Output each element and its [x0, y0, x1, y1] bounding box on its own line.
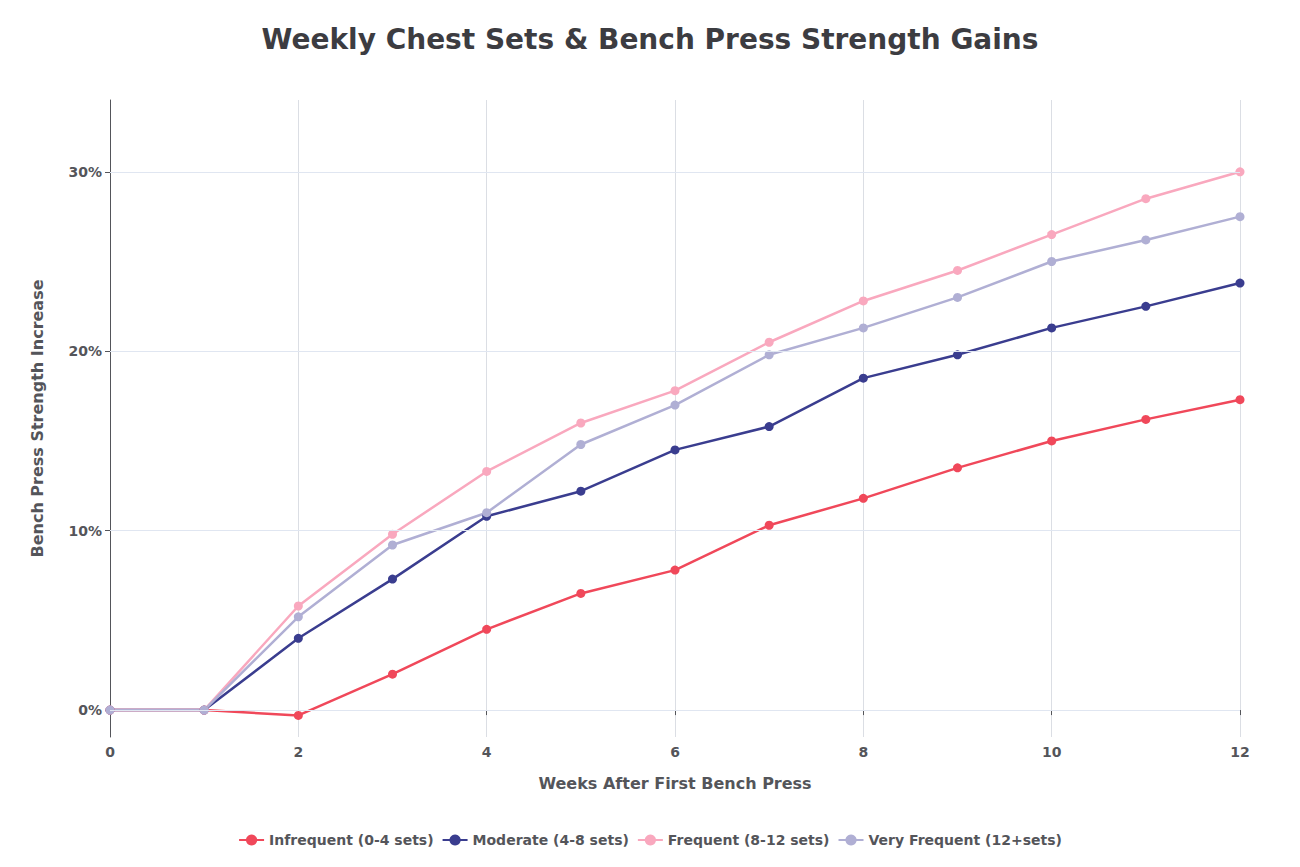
svg-text:12: 12 [1230, 744, 1249, 760]
svg-text:10: 10 [1042, 744, 1062, 760]
svg-text:2: 2 [293, 744, 303, 760]
svg-text:8: 8 [858, 744, 868, 760]
svg-text:6: 6 [670, 744, 680, 760]
svg-text:Very Frequent (12+sets): Very Frequent (12+sets) [869, 832, 1062, 848]
svg-text:20%: 20% [68, 343, 102, 359]
svg-text:4: 4 [482, 744, 492, 760]
svg-text:Bench Press Strength Increase: Bench Press Strength Increase [28, 279, 47, 557]
svg-text:Moderate (4-8 sets): Moderate (4-8 sets) [473, 832, 629, 848]
svg-text:Weeks After First Bench Press: Weeks After First Bench Press [538, 774, 811, 793]
svg-text:10%: 10% [68, 523, 102, 539]
svg-text:0%: 0% [78, 702, 102, 718]
svg-text:Infrequent (0-4 sets): Infrequent (0-4 sets) [269, 832, 434, 848]
svg-text:Frequent (8-12 sets): Frequent (8-12 sets) [668, 832, 830, 848]
svg-text:0: 0 [105, 744, 115, 760]
svg-text:Weekly Chest Sets & Bench Pres: Weekly Chest Sets & Bench Press Strength… [262, 23, 1039, 56]
svg-text:30%: 30% [68, 164, 102, 180]
